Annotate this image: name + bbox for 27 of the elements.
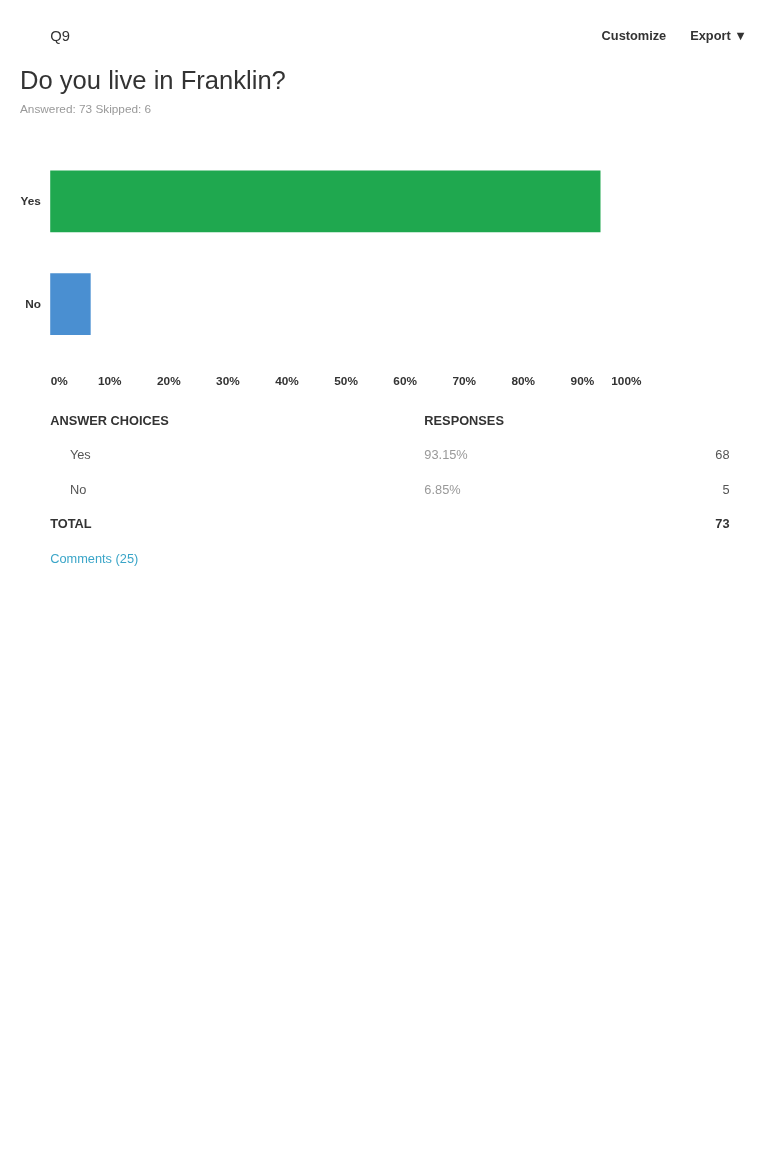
x-tick-label: 90% <box>570 374 595 389</box>
x-tick-label: 80% <box>511 374 536 389</box>
text: Yes <box>69 447 91 463</box>
text: 93.15% <box>424 447 468 463</box>
x-tick-label: 60% <box>393 374 418 389</box>
x-tick-label: 0% <box>50 374 69 389</box>
text: RESPONSES <box>424 413 505 429</box>
x-tick-label: 70% <box>452 374 477 389</box>
text: ANSWER CHOICES <box>50 413 170 429</box>
text: Customize <box>601 28 667 44</box>
x-tick-label: 50% <box>334 374 359 389</box>
text: Q9 <box>50 28 70 45</box>
text: No <box>69 481 87 497</box>
text: TOTAL <box>50 516 92 532</box>
chart-subtitle: Answered: 73 Skipped: 6 <box>20 101 152 116</box>
text: Export ▼ <box>690 28 747 44</box>
text: 73 <box>715 516 730 532</box>
x-tick-label: 40% <box>275 374 300 389</box>
chart-title: Do you live in Franklin? <box>20 66 286 95</box>
text: Comments (25) <box>50 550 139 566</box>
text: 68 <box>715 447 730 463</box>
text: 5 <box>722 481 730 497</box>
x-tick-label: 30% <box>216 374 241 389</box>
text: 6.85% <box>424 481 461 497</box>
x-tick-label: 20% <box>157 374 182 389</box>
x-tick-label: 10% <box>97 374 123 389</box>
x-tick-label: 100% <box>611 374 642 389</box>
